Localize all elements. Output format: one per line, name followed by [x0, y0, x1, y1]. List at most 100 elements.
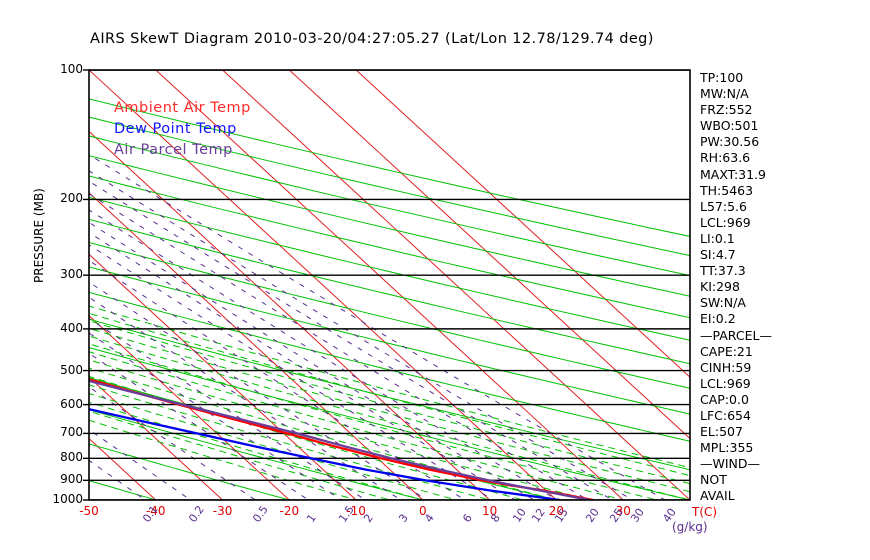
index-item: WBO:501	[700, 118, 759, 134]
dry-adiabat	[89, 98, 690, 237]
dry-adiabat	[0, 394, 22, 500]
air-parcel-temp-curve	[89, 379, 591, 500]
index-item: TH:5463	[700, 182, 754, 198]
pressure-tick-label: 100	[60, 62, 83, 76]
dry-adiabat	[89, 347, 690, 500]
legend-dew-point-temp: Dew Point Temp	[114, 121, 237, 137]
dry-adiabat	[89, 155, 690, 297]
index-item: PW:30.56	[700, 134, 760, 150]
mixing-ratio-line	[89, 281, 428, 500]
dry-adiabat	[89, 135, 690, 277]
dry-adiabat	[89, 175, 690, 319]
dry-adiabat	[89, 409, 424, 500]
dew-point-temp-curve	[89, 407, 560, 500]
index-item: —PARCEL—	[700, 327, 772, 343]
pressure-tick-label: 300	[60, 267, 83, 282]
isotherm	[0, 70, 22, 500]
index-item: —WIND—	[700, 456, 761, 472]
index-item: TT:37.3	[700, 263, 746, 279]
dry-adiabat	[89, 196, 690, 341]
sounding-indices-panel: TP:100 MW:N/A FRZ:552 WBO:501 PW:30.56 RH:63.…	[700, 70, 865, 505]
mixing-ratio-line	[89, 259, 466, 500]
mixing-ratio-line	[89, 193, 589, 500]
mixing-ratio-line	[89, 180, 613, 500]
sounding-curves	[89, 378, 594, 500]
saturated-adiabat	[89, 335, 690, 500]
bottom-temp-tick-label: -10	[346, 504, 366, 518]
saturated-adiabat	[89, 410, 390, 500]
index-item: L57:5.6	[700, 198, 747, 214]
index-item: CINH:59	[700, 359, 752, 375]
saturated-adiabat	[89, 343, 657, 500]
isotherm	[89, 315, 290, 500]
isotherm	[222, 70, 690, 500]
legend-air-parcel-temp: Air Parcel Temp	[114, 142, 233, 158]
pressure-tick-label: 400	[60, 320, 83, 335]
index-item: NOT	[700, 472, 727, 488]
dry-adiabat	[89, 116, 690, 257]
index-item: SW:N/A	[700, 295, 746, 311]
dry-adiabat	[89, 242, 690, 389]
mixing-ratio-line	[89, 332, 342, 500]
bottom-temp-tick-label: 0	[419, 504, 427, 518]
index-item: SI:4.7	[700, 247, 736, 263]
pressure-tick-label: 800	[60, 450, 83, 465]
index-item: MAXT:31.9	[700, 166, 766, 182]
bottom-temp-tick-label: 10	[482, 504, 498, 518]
index-item: CAPE:21	[700, 343, 753, 359]
saturated-adiabat	[89, 312, 690, 477]
isotherm	[89, 192, 424, 500]
mixing-ratio-line	[89, 296, 402, 500]
mixing-ratio-line	[89, 459, 146, 500]
index-item: MPL:355	[700, 440, 754, 456]
dry-adiabat	[89, 218, 690, 365]
temp-unit-label: T(C)	[692, 505, 718, 519]
pressure-tick-label: 200	[60, 191, 83, 206]
mixing-ratio-line	[89, 170, 633, 500]
mixing-ratio-line	[89, 317, 366, 500]
pressure-tick-label: 600	[60, 396, 83, 411]
index-item: CAP:0.0	[700, 391, 749, 407]
mixing-ratio-line	[89, 231, 516, 500]
index-item: TP:100	[700, 70, 744, 85]
ambient-air-temp-curve	[89, 378, 594, 500]
mixing-ratio-line	[89, 352, 309, 500]
mixing-ratio-line	[89, 244, 494, 500]
isotherm	[288, 70, 690, 440]
index-item: EI:0.2	[700, 311, 736, 327]
index-item: MW:N/A	[700, 86, 749, 102]
dry-adiabat	[89, 480, 156, 500]
mixing-unit-label: (g/kg)	[672, 520, 708, 534]
mixing-ratio-line	[89, 209, 558, 500]
saturated-adiabat	[89, 401, 424, 500]
mixing-ratio-line	[89, 153, 666, 500]
saturated-adiabat	[89, 367, 557, 500]
index-item: LFC:654	[700, 407, 751, 423]
pressure-tick-label: 1000	[52, 492, 83, 506]
index-item: LI:0.1	[700, 230, 735, 246]
isotherm	[89, 70, 557, 500]
index-item: FRZ:552	[700, 102, 753, 118]
pressure-tick-label: 700	[60, 425, 83, 440]
index-item: AVAIL	[700, 488, 735, 504]
isotherm	[355, 70, 690, 378]
index-item: EL:507	[700, 424, 743, 440]
pressure-tick-label: 900	[60, 472, 83, 487]
index-item: LCL:969	[700, 214, 751, 230]
dry-adiabat	[89, 377, 557, 500]
saturated-adiabat	[89, 327, 690, 493]
chart-title: AIRS SkewT Diagram 2010-03-20/04:27:05.2…	[90, 31, 654, 47]
bottom-temp-tick-label: -20	[279, 504, 300, 518]
saturated-adiabat	[89, 392, 457, 500]
legend-ambient-air-temp: Ambient Air Temp	[114, 100, 251, 116]
isotherm	[155, 70, 624, 500]
pressure-tick-label: 500	[60, 362, 83, 377]
dry-adiabat	[89, 318, 690, 471]
dry-adiabat	[89, 291, 690, 442]
index-item: LCL:969	[700, 375, 751, 391]
bottom-temp-tick-label: -30	[212, 504, 233, 518]
plot-frame	[88, 69, 691, 501]
index-item: KI:298	[700, 279, 740, 295]
